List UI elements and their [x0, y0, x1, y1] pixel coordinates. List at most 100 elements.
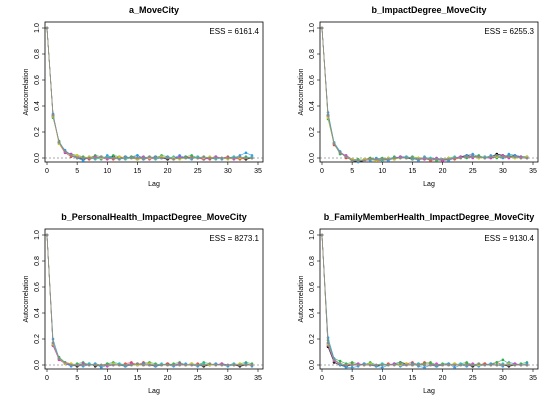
x-tick-label: 10 — [378, 168, 386, 175]
series-8-point — [513, 363, 517, 367]
series-8-point — [81, 156, 85, 160]
series-8-point — [105, 363, 109, 367]
x-tick-label: 35 — [529, 375, 537, 382]
series-8-point — [148, 363, 151, 367]
series-line-1 — [321, 27, 527, 163]
series-8-point — [112, 363, 115, 367]
series-8-point — [489, 155, 493, 158]
series-line-3 — [321, 27, 528, 161]
series-8-point — [453, 363, 456, 367]
series-8-point — [525, 156, 529, 160]
series-8-point — [483, 156, 487, 160]
plot-frame — [319, 21, 539, 163]
series-line-2 — [46, 27, 252, 160]
series-line-1 — [46, 27, 253, 160]
x-tick-label: 5 — [350, 168, 354, 175]
x-tick-label: 10 — [378, 375, 386, 382]
series-4-point — [81, 159, 85, 162]
series-8-point — [495, 363, 499, 367]
series-8-point — [477, 362, 481, 365]
series-line-5 — [46, 27, 253, 160]
x-tick-label: 20 — [164, 168, 172, 175]
series-8-point — [519, 363, 523, 367]
series-8-point — [69, 154, 73, 157]
series-8-point — [465, 363, 468, 367]
series-8-point — [118, 363, 121, 367]
y-axis-label: Autocorrelation — [23, 275, 30, 322]
series-8-point — [190, 156, 193, 160]
series-8-point — [238, 155, 242, 158]
series-8-point — [250, 156, 254, 160]
acf-chart-svg: a_MoveCity 0 5 10 15 20 25 30 35 0.0 0.2 0.4 0.6 0.8 1… — [23, 5, 264, 188]
series-4-point — [244, 151, 248, 155]
x-axis-label: Lag — [148, 181, 160, 188]
series-8-point — [226, 156, 230, 160]
series-8-point — [344, 155, 348, 158]
x-tick-label: 5 — [75, 375, 79, 382]
series-8-point — [387, 363, 390, 367]
series-8-point — [124, 156, 127, 160]
series-8-point — [220, 363, 224, 367]
series-8-point — [393, 363, 396, 367]
series-8-point — [172, 363, 175, 367]
series-3-point — [495, 361, 499, 364]
x-tick-label: 0 — [320, 375, 324, 382]
series-8-point — [93, 156, 97, 160]
series-3-point — [429, 361, 432, 364]
series-line-8 — [321, 27, 527, 161]
series-line-7 — [321, 234, 527, 366]
series-8-point — [320, 233, 324, 237]
series-8-point — [362, 159, 366, 162]
y-tick-label: 0.8 — [34, 256, 41, 266]
x-axis-label: Lag — [148, 388, 160, 395]
series-8-point — [326, 113, 330, 117]
series-8-point — [380, 363, 384, 367]
series-8-point — [208, 156, 212, 160]
series-line-6 — [321, 234, 527, 366]
series-8-point — [411, 363, 414, 367]
y-tick-label: 1.0 — [34, 230, 41, 240]
acf-panel-1: a_MoveCity 0 5 10 15 20 25 30 35 0.0 0.2 0.4 0.6 0.8 1… — [0, 0, 275, 207]
y-tick-label: 0.4 — [34, 101, 41, 111]
series-line-3 — [46, 234, 253, 366]
x-axis-label: Lag — [423, 388, 435, 395]
series-8-point — [501, 363, 505, 367]
series-7-point — [75, 154, 79, 157]
series-8-point — [148, 155, 151, 158]
series-line-5 — [321, 234, 527, 366]
series-3-point — [112, 154, 115, 157]
x-tick-label: 25 — [194, 168, 202, 175]
y-axis-label: Autocorrelation — [298, 68, 305, 115]
series-8-point — [356, 363, 360, 367]
series-8-point — [344, 363, 348, 367]
series-8-point — [495, 154, 499, 157]
series-8-point — [338, 151, 342, 155]
series-8-point — [320, 26, 324, 30]
series-8-point — [429, 363, 432, 367]
series-8-point — [250, 363, 254, 367]
series-8-point — [202, 363, 206, 367]
series-8-point — [45, 233, 49, 237]
series-4-point — [507, 152, 511, 156]
series-8-point — [429, 158, 432, 161]
acf-panel-3: b_PersonalHealth_ImpactDegree_MoveCity 0 5… — [0, 207, 275, 414]
chart-title: b_FamilyMemberHealth_ImpactDegree_MoveCi… — [324, 212, 535, 222]
series-8-point — [51, 113, 55, 117]
x-tick-label: 30 — [499, 375, 507, 382]
series-8-point — [435, 363, 438, 367]
series-8-point — [459, 363, 462, 367]
x-tick-label: 15 — [134, 375, 142, 382]
acf-chart-svg: b_ImpactDegree_MoveCity 0 5 10 15 20 25 30 35 0.0… — [298, 5, 539, 188]
y-tick-label: 0.2 — [34, 334, 41, 344]
series-8-point — [405, 156, 408, 160]
series-line-7 — [46, 27, 252, 160]
series-8-point — [214, 156, 218, 160]
series-line-6 — [46, 234, 252, 367]
x-tick-label: 35 — [529, 168, 537, 175]
series-4-point — [344, 366, 348, 369]
series-4-point — [471, 152, 475, 156]
series-8-point — [405, 363, 408, 367]
series-line-2 — [321, 27, 527, 161]
series-8-point — [441, 363, 444, 367]
